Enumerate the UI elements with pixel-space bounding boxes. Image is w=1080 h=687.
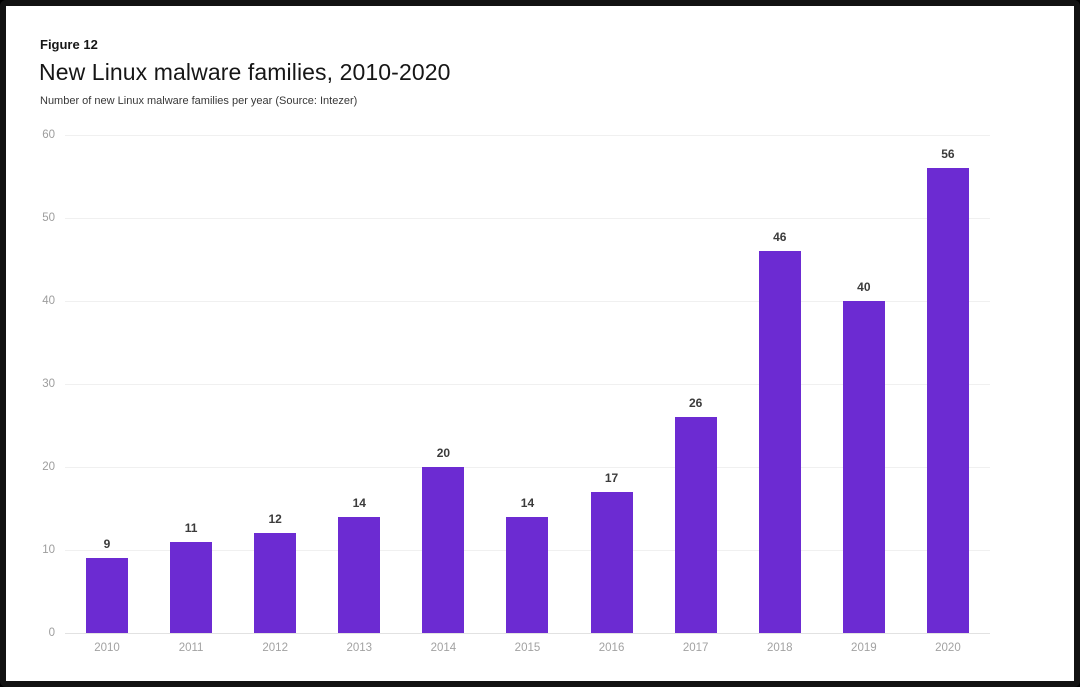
bar-value-label: 12 bbox=[268, 512, 282, 527]
x-tick-label: 2015 bbox=[514, 642, 541, 654]
x-tick-label: 2014 bbox=[430, 642, 457, 654]
x-tick-label: 2016 bbox=[598, 642, 625, 654]
bar-2017 bbox=[674, 417, 717, 633]
bar-group-2014: 20 2014 bbox=[401, 135, 485, 654]
bar-value-label: 14 bbox=[520, 495, 535, 510]
bar-value-label: 40 bbox=[857, 280, 871, 294]
bar-group-2017: 26 2017 bbox=[654, 135, 738, 654]
bar-group-2011: 11 2011 bbox=[149, 135, 233, 654]
bar-value-label: 11 bbox=[184, 520, 198, 535]
bar-group-2012: 12 2012 bbox=[233, 135, 317, 654]
y-tick-label-20: 20 bbox=[42, 461, 55, 473]
gridline-20 bbox=[65, 466, 990, 468]
bar-group-2013: 14 2013 bbox=[317, 135, 401, 654]
y-tick-label-0: 0 bbox=[48, 627, 55, 639]
gridline-30 bbox=[65, 383, 990, 385]
bar-2012 bbox=[254, 533, 297, 633]
bar-2013 bbox=[338, 516, 381, 633]
bar-2010 bbox=[86, 558, 128, 633]
x-tick-label: 2012 bbox=[262, 642, 288, 654]
x-tick-label: 2020 bbox=[935, 642, 961, 654]
x-tick-label: 2017 bbox=[682, 642, 709, 654]
bar-2020 bbox=[926, 168, 969, 633]
bar-2011 bbox=[170, 541, 213, 633]
x-tick-label: 2019 bbox=[851, 642, 877, 654]
y-tick-label-10: 10 bbox=[42, 544, 55, 556]
bar-2015 bbox=[506, 516, 549, 633]
gridline-40 bbox=[65, 300, 990, 302]
bar-2018 bbox=[758, 251, 801, 633]
x-tick-label: 2010 bbox=[94, 642, 120, 654]
x-tick-label: 2018 bbox=[766, 642, 793, 654]
bar-value-label: 56 bbox=[941, 147, 955, 162]
chart-subtitle: Number of new Linux malware families per… bbox=[40, 95, 358, 107]
gridline-50 bbox=[65, 217, 990, 219]
bar-group-2010: 9 2010 bbox=[65, 135, 149, 654]
bar-value-label: 9 bbox=[103, 537, 111, 552]
bar-2016 bbox=[590, 491, 633, 633]
bar-value-label: 26 bbox=[688, 396, 703, 411]
bar-value-label: 14 bbox=[352, 495, 366, 510]
x-tick-label: 2011 bbox=[178, 642, 204, 654]
y-tick-label-30: 30 bbox=[42, 378, 55, 390]
y-tick-label-50: 50 bbox=[42, 212, 55, 224]
bars-row: 9 2010 11 2011 12 2012 14 2013 20 2014 14 2015 17 201… bbox=[65, 135, 990, 654]
bar-value-label: 17 bbox=[604, 470, 619, 485]
bar-group-2020: 56 2020 bbox=[906, 135, 990, 654]
page-title: New Linux malware families, 2010-2020 bbox=[39, 59, 451, 85]
y-tick-label-40: 40 bbox=[42, 295, 55, 307]
bar-group-2019: 40 2019 bbox=[822, 135, 906, 654]
gridline-0 bbox=[65, 632, 990, 634]
x-tick-label: 2013 bbox=[346, 642, 373, 654]
y-tick-label-60: 60 bbox=[42, 129, 55, 141]
gridline-60 bbox=[65, 134, 990, 136]
bar-group-2018: 46 2018 bbox=[738, 135, 822, 654]
figure-label: Figure 12 bbox=[40, 37, 98, 52]
bar-value-label: 20 bbox=[436, 446, 451, 460]
bar-group-2015: 14 2015 bbox=[485, 135, 569, 654]
bar-2014 bbox=[422, 467, 465, 633]
bar-2019 bbox=[842, 301, 885, 633]
bar-chart-plot-area: 0 10 20 30 40 50 60 9 2010 11 2011 12 2012 14 2013 20 20… bbox=[42, 129, 990, 654]
bar-value-label: 46 bbox=[773, 230, 787, 245]
bar-group-2016: 17 2016 bbox=[570, 135, 654, 654]
